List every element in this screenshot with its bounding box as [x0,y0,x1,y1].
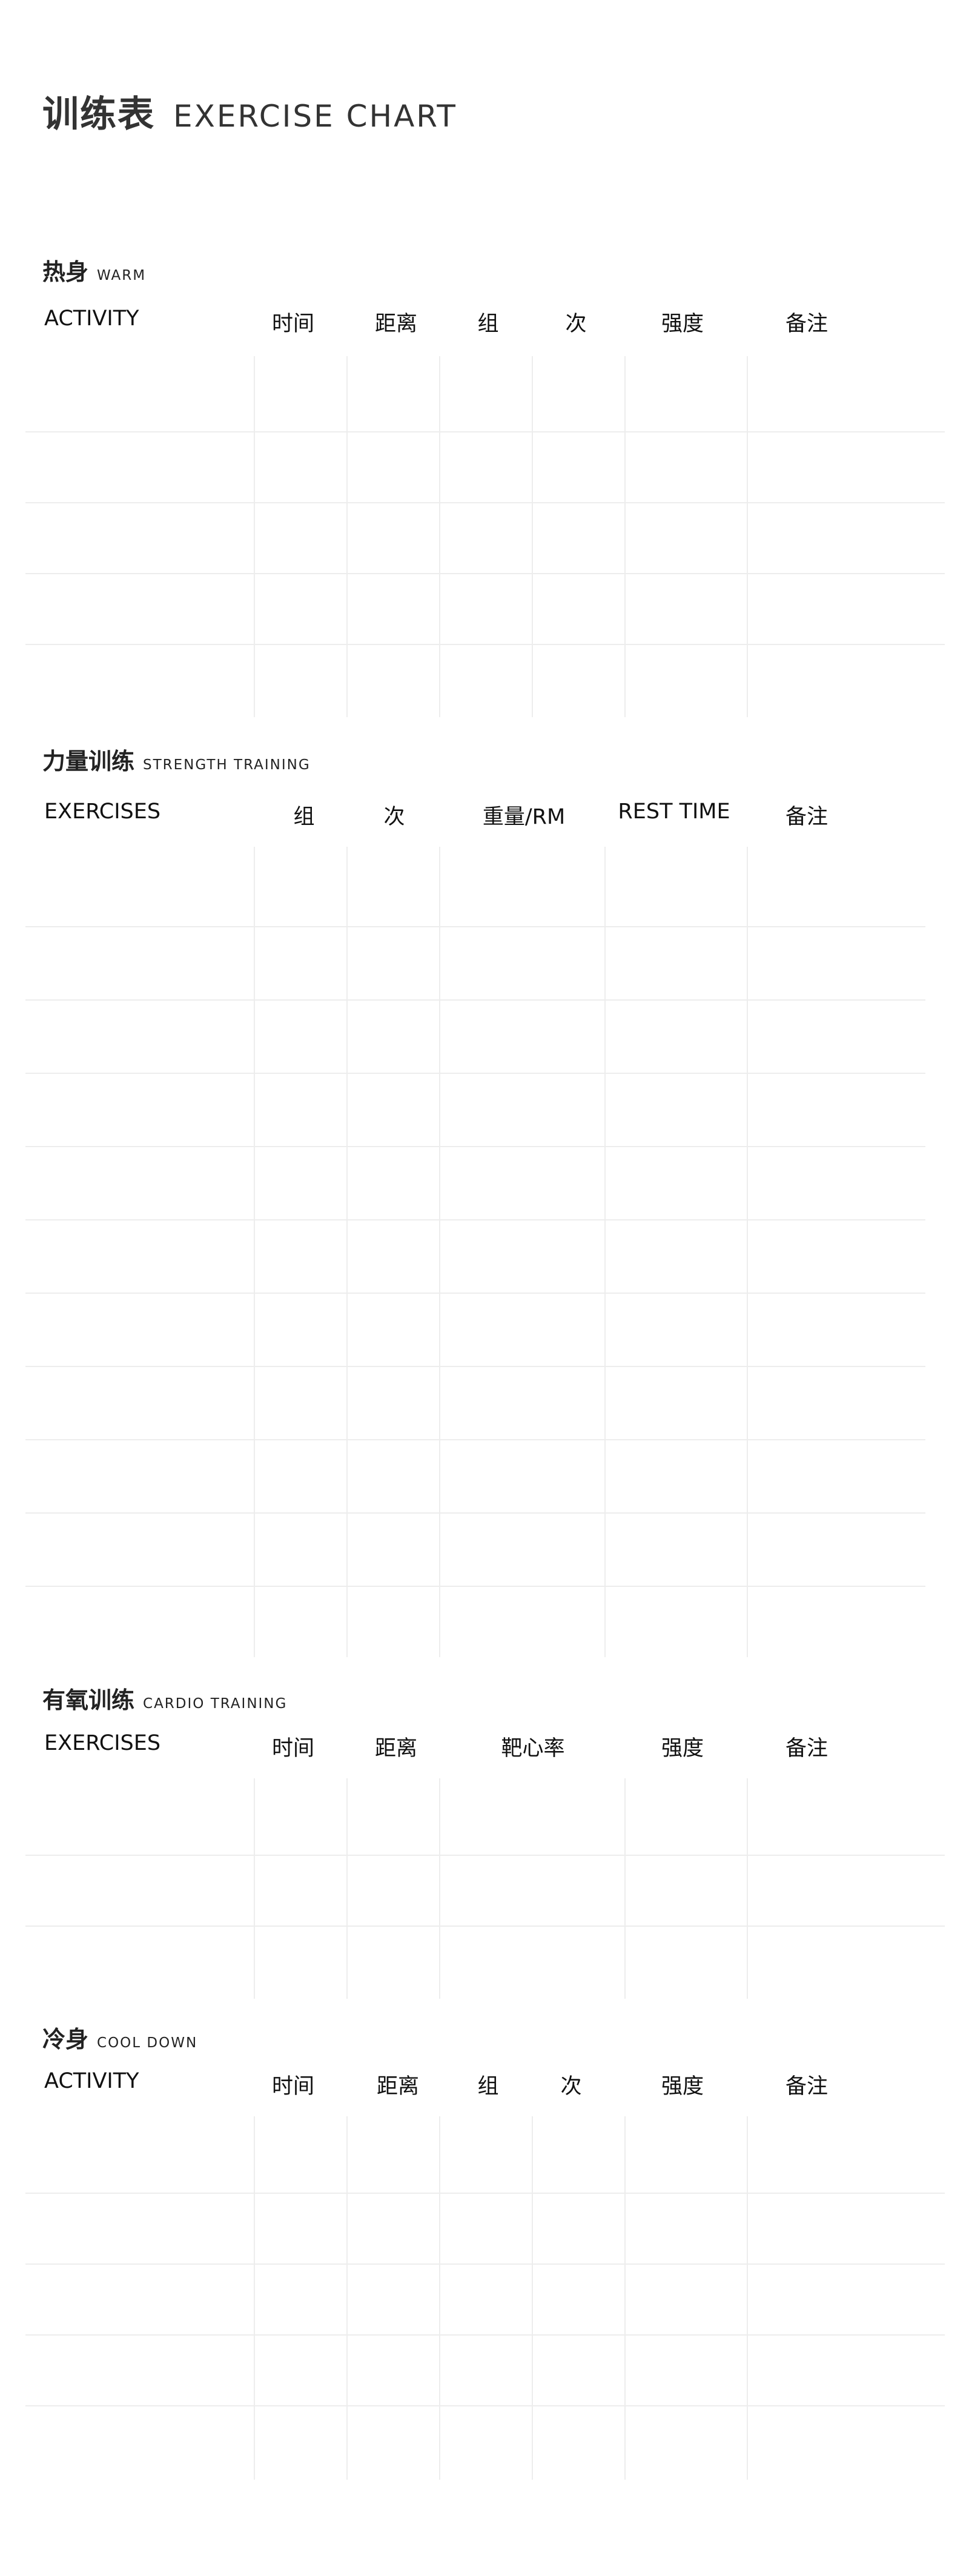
grid-line [25,926,925,927]
grid-line [439,847,440,1657]
cooldown-header-sets: 组 [477,2074,499,2099]
section-title-warm-en: WARM [97,268,147,283]
page-title-zh: 训练表 [42,93,155,136]
grid-line [747,1778,748,1999]
section-title-cardio-en: CARDIO TRAINING [143,1696,288,1712]
cooldown-header-reps: 次 [560,2074,582,2099]
grid-line [25,1293,925,1294]
grid-line [25,2334,945,2336]
section-title-strength-zh: 力量训练 [42,748,135,775]
grid-line [439,356,440,717]
warm-header-time: 时间 [271,312,315,336]
grid-line [254,356,255,717]
section-title-cardio-zh: 有氧训练 [42,1687,135,1713]
grid-line [439,2116,440,2480]
grid-line [25,1925,945,1927]
warm-header-reps: 次 [565,312,587,336]
strength-header-rest-time: REST TIME [618,800,730,824]
grid-line [747,847,748,1657]
grid-line [25,1146,925,1147]
grid-line [747,356,748,717]
strength-header-exercises: EXERCISES [44,800,161,824]
grid-line [254,1778,255,1999]
strength-header-notes: 备注 [785,805,828,829]
cardio-header-distance: 距离 [374,1737,418,1761]
grid-line [624,356,626,717]
cardio-header-intensity: 强度 [661,1737,704,1761]
grid-line [346,2116,348,2480]
page-title: 训练表 EXERCISE CHART [42,85,457,137]
grid-line [25,644,945,645]
warm-header-sets: 组 [477,312,499,336]
section-title-strength: 力量训练 STRENGTH TRAINING [42,743,311,776]
grid-line [254,2116,255,2480]
section-title-cooldown: 冷身 COOL DOWN [42,2021,197,2054]
cooldown-header-intensity: 强度 [661,2074,704,2099]
section-title-cardio: 有氧训练 CARDIO TRAINING [42,1681,287,1715]
cardio-header-notes: 备注 [785,1737,828,1761]
cooldown-header-activity: ACTIVITY [44,2069,139,2093]
cooldown-header-distance: 距离 [376,2074,420,2099]
warm-header-activity: ACTIVITY [44,306,139,331]
grid-line [346,847,348,1657]
grid-line [346,356,348,717]
grid-line [25,573,945,574]
cardio-header-exercises: EXERCISES [44,1731,161,1755]
grid-line [25,1439,925,1440]
grid-line [532,2116,533,2480]
grid-line [25,2193,945,2194]
grid-line [254,847,255,1657]
grid-line [25,1366,925,1367]
section-title-cooldown-en: COOL DOWN [97,2035,198,2051]
section-title-cooldown-zh: 冷身 [42,2026,89,2053]
cooldown-header-time: 时间 [271,2074,315,2099]
page-title-en: EXERCISE CHART [173,99,457,134]
grid-line [346,1778,348,1999]
section-title-warm-zh: 热身 [42,259,89,285]
strength-header-sets: 组 [293,805,315,829]
grid-line [25,1073,925,1074]
cardio-header-time: 时间 [271,1737,315,1761]
grid-line [25,999,925,1001]
grid-line [604,847,606,1657]
section-title-warm: 热身 WARM [42,253,146,286]
strength-header-weight: 重量/RM [482,805,566,829]
grid-line [25,2263,945,2265]
grid-line [25,1219,925,1220]
grid-line [747,2116,748,2480]
section-title-strength-en: STRENGTH TRAINING [143,757,311,773]
grid-line [25,2405,945,2406]
grid-line [25,502,945,503]
grid-line [25,1855,945,1856]
grid-line [624,1778,626,1999]
strength-header-reps: 次 [383,805,405,829]
warm-header-notes: 备注 [785,312,828,336]
warm-header-intensity: 强度 [661,312,704,336]
grid-line [25,1512,925,1514]
grid-line [439,1778,440,1999]
grid-line [25,1586,925,1587]
grid-line [624,2116,626,2480]
grid-line [25,431,945,432]
warm-header-distance: 距离 [374,312,418,336]
grid-line [532,356,533,717]
cardio-header-target-heart-rate: 靶心率 [501,1737,565,1761]
cooldown-header-notes: 备注 [785,2074,828,2099]
